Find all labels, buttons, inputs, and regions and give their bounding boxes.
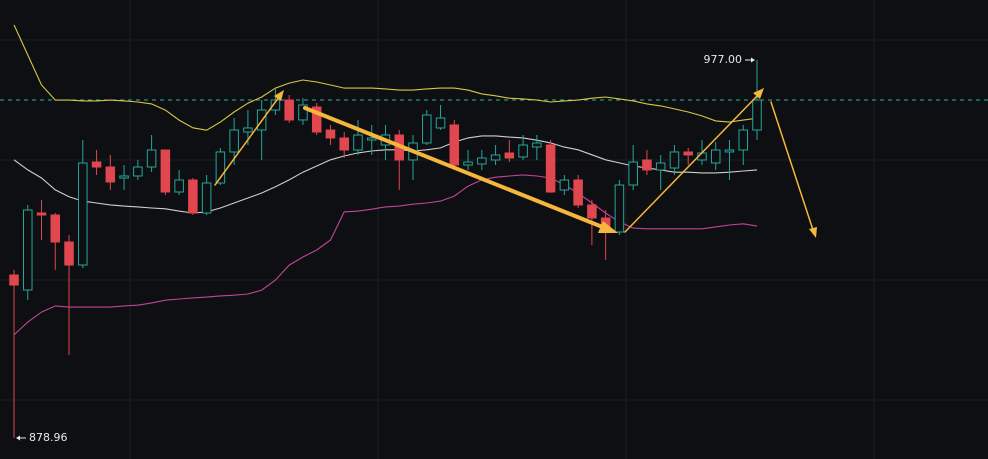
candle-body (435, 117, 446, 129)
candle-body (339, 137, 349, 151)
candle-body (188, 179, 198, 214)
band-line (13, 174, 758, 336)
candle-body (463, 161, 473, 166)
candle-body (614, 184, 625, 233)
candle-body (683, 151, 693, 156)
arrow-head (274, 90, 284, 101)
band-line (13, 24, 758, 131)
candle-body (587, 204, 597, 219)
candle-body (738, 129, 749, 151)
candle-body (229, 129, 239, 153)
candle-body (78, 162, 88, 266)
candle-body (518, 144, 528, 158)
candle-body (573, 179, 583, 206)
candle-body (353, 134, 363, 151)
candle-body (366, 137, 377, 141)
candle-body (422, 114, 432, 144)
candle-body (133, 166, 143, 177)
candle-body (724, 149, 735, 153)
candle-body (710, 149, 721, 164)
candle-body (655, 162, 666, 171)
candle-body (160, 149, 171, 193)
candle-body (298, 104, 308, 121)
candle-body (243, 127, 253, 133)
candle-body (504, 152, 515, 159)
candle-body (22, 209, 33, 291)
candle-body (174, 179, 184, 193)
candle-body (490, 154, 501, 161)
candle-body (545, 144, 556, 193)
candle-body (9, 274, 19, 286)
candle-body (752, 99, 762, 131)
annotation-arrow-head (16, 435, 20, 441)
trend-arrow (303, 106, 607, 230)
trend-arrow (770, 101, 814, 231)
trend-arrow (624, 93, 760, 233)
candle-body (642, 159, 652, 171)
candle-body (105, 166, 116, 183)
candle-body (532, 142, 542, 148)
candle-body (311, 106, 322, 133)
trend-arrows (214, 88, 817, 238)
candle-body (201, 182, 212, 214)
candle-body (91, 161, 102, 168)
candle-body (559, 179, 570, 191)
candle-body (50, 214, 61, 243)
candle-body (449, 124, 460, 166)
annotation-arrow-head (751, 57, 755, 63)
candle-body (669, 151, 680, 169)
annotation-label: 977.00 (704, 53, 743, 66)
candle-body (215, 151, 226, 184)
arrow-head (598, 221, 618, 233)
candle-body (146, 149, 157, 168)
candle-body (270, 99, 281, 111)
candle-body (36, 212, 47, 216)
candle-body (325, 129, 336, 139)
annotation-label: 878.96 (29, 431, 68, 444)
candle-body (284, 99, 294, 121)
arrow-head (809, 227, 817, 238)
candle-body (64, 241, 74, 266)
candle-body (119, 175, 129, 179)
candle-body (477, 157, 487, 165)
trend-arrow (214, 96, 280, 186)
arrow-head (753, 88, 764, 99)
candle-body (628, 161, 638, 186)
